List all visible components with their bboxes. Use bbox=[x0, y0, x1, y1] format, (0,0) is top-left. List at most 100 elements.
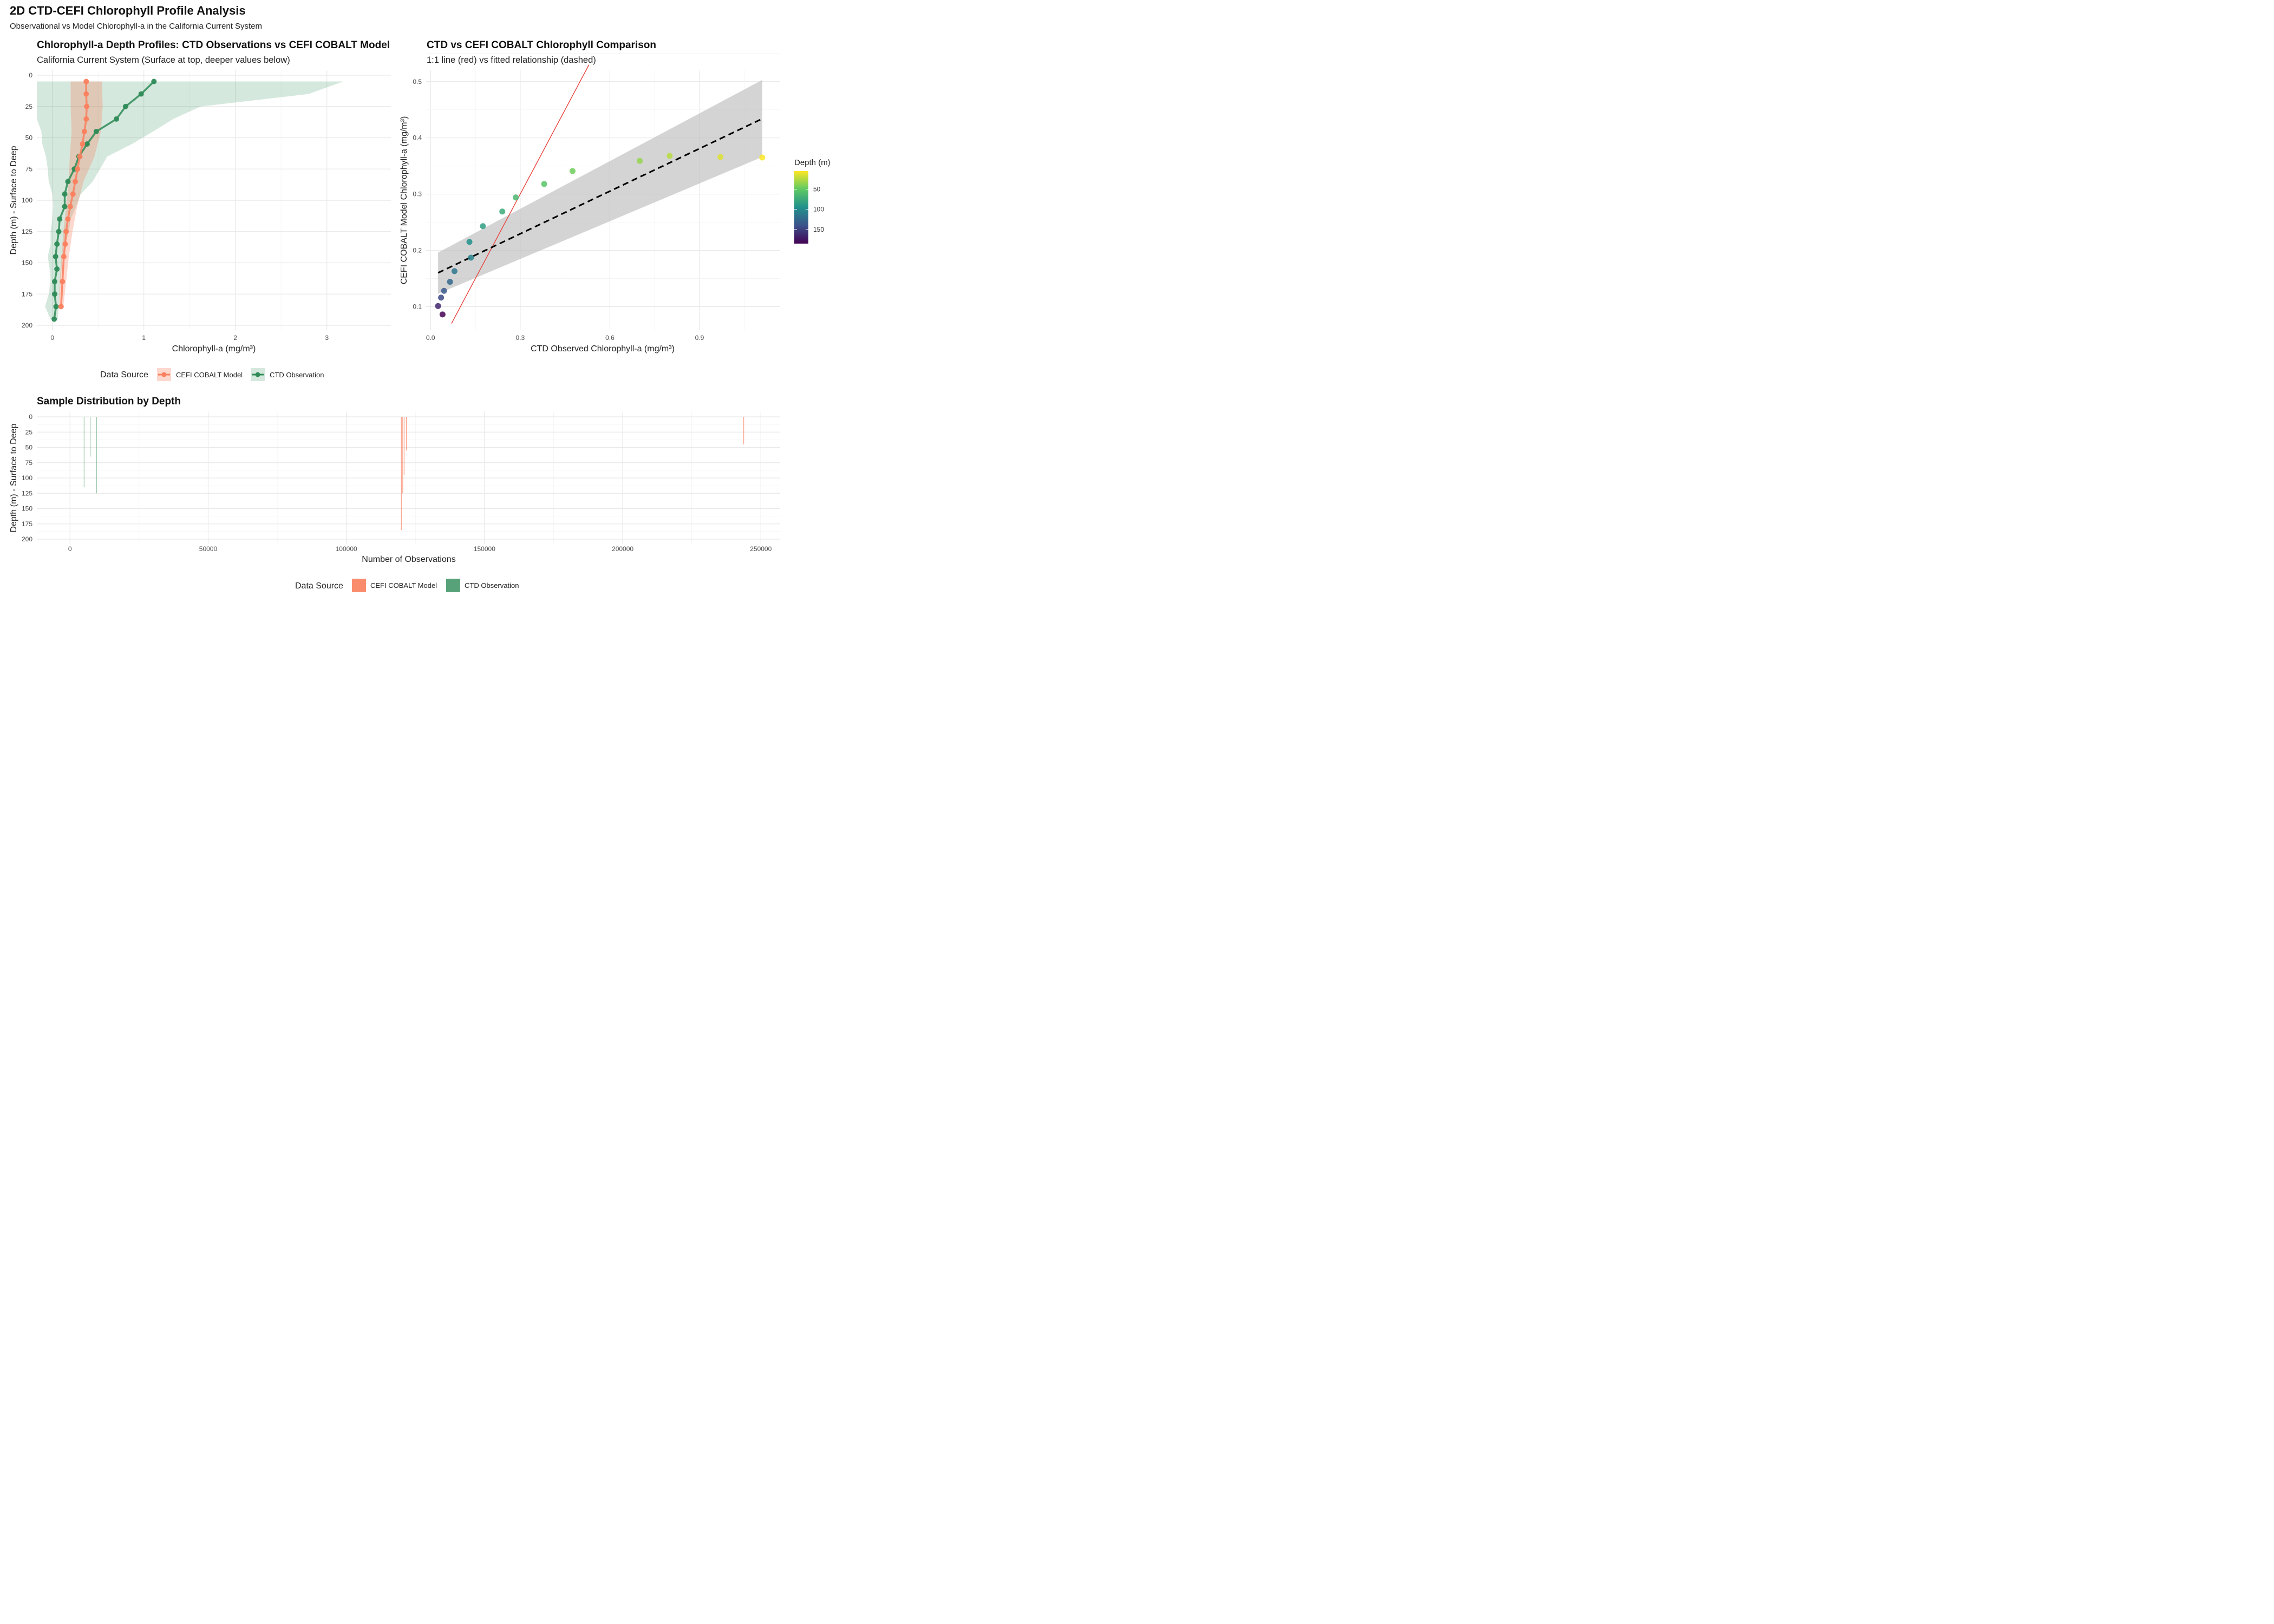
profile-y-tick-label: 175 bbox=[22, 290, 32, 298]
distribution-x-tick-label: 0 bbox=[68, 545, 72, 553]
ctd-profile-point bbox=[53, 253, 58, 259]
legend-label-ctd: CTD Observation bbox=[270, 371, 324, 379]
legend-label-model-dist: CEFI COBALT Model bbox=[370, 581, 437, 590]
distribution-x-tick-label: 250000 bbox=[750, 545, 772, 553]
profile-grid bbox=[37, 70, 391, 330]
profile-x-axis-label: Chlorophyll-a (mg/m³) bbox=[172, 344, 256, 353]
profile-y-tick-label: 75 bbox=[25, 165, 33, 173]
one-to-one-line bbox=[451, 64, 590, 324]
model-profile-point bbox=[62, 241, 68, 247]
scatter-point bbox=[451, 268, 458, 274]
profile-y-tick-label: 50 bbox=[25, 134, 33, 142]
profile-y-axis-label: Depth (m) - Surface to Deep bbox=[9, 146, 18, 254]
profile-x-tick-label: 3 bbox=[325, 334, 329, 342]
scatter-point bbox=[468, 254, 474, 261]
distribution-x-axis-label: Number of Observations bbox=[362, 555, 455, 564]
depth-colorbar: Depth (m) 50 100 150 bbox=[794, 158, 831, 244]
model-profile-point bbox=[80, 141, 86, 147]
ctd-profile-point bbox=[56, 228, 62, 234]
fit-confidence-band bbox=[438, 80, 762, 294]
distribution-y-tick-label: 50 bbox=[25, 444, 33, 451]
profile-y-tick-label: 125 bbox=[22, 228, 32, 235]
legend-key-model-point bbox=[161, 372, 167, 377]
model-profile-point bbox=[61, 253, 67, 259]
distribution-x-tick-label: 50000 bbox=[199, 545, 218, 553]
model-profile-point bbox=[60, 279, 66, 285]
distribution-tick-labels: 0 50000 100000 150000 200000 250000 0 25 50 75 100… bbox=[22, 413, 772, 553]
distribution-y-tick-label: 175 bbox=[22, 520, 32, 528]
scatter-title: CTD vs CEFI COBALT Chlorophyll Compariso… bbox=[427, 40, 656, 51]
profile-y-tick-label: 100 bbox=[22, 197, 32, 204]
depth-profile-panel: Chlorophyll-a Depth Profiles: CTD Observ… bbox=[9, 40, 391, 353]
scatter-points bbox=[435, 153, 766, 318]
scatter-point bbox=[717, 154, 724, 160]
model-profile-point bbox=[75, 166, 81, 172]
scatter-x-tick-label: 0.3 bbox=[516, 334, 525, 342]
distribution-x-tick-label: 200000 bbox=[612, 545, 633, 553]
ctd-profile-point bbox=[53, 304, 59, 310]
scatter-tick-labels: 0.0 0.3 0.6 0.9 0.1 0.2 0.3 0.4 0.5 bbox=[413, 78, 704, 342]
profile-x-tick-label: 2 bbox=[233, 334, 237, 342]
model-sample-bar bbox=[402, 417, 403, 494]
distribution-legend-title: Data Source bbox=[295, 581, 343, 591]
profile-subtitle: California Current System (Surface at to… bbox=[37, 55, 290, 65]
figure-title: 2D CTD-CEFI Chlorophyll Profile Analysis bbox=[10, 4, 246, 17]
distribution-x-tick-label: 100000 bbox=[336, 545, 357, 553]
figure: 2D CTD-CEFI Chlorophyll Profile Analysis… bbox=[9, 4, 831, 592]
model-profile-point bbox=[81, 128, 87, 134]
scatter-point bbox=[466, 239, 473, 245]
ctd-profile-point bbox=[114, 116, 120, 122]
scatter-point bbox=[541, 181, 547, 187]
profile-y-tick-label: 200 bbox=[22, 322, 32, 329]
scatter-y-tick-label: 0.3 bbox=[413, 191, 422, 198]
colorbar-tick-label: 50 bbox=[813, 186, 821, 193]
scatter-point bbox=[441, 287, 447, 294]
distribution-grid bbox=[37, 411, 780, 544]
distribution-y-tick-label: 25 bbox=[25, 428, 33, 436]
scatter-point bbox=[438, 294, 445, 301]
ctd-profile-point bbox=[62, 191, 68, 197]
ctd-profile-point bbox=[84, 141, 90, 147]
profile-legend-title: Data Source bbox=[100, 370, 148, 379]
ctd-profile-point bbox=[54, 266, 60, 272]
distribution-title: Sample Distribution by Depth bbox=[37, 396, 181, 407]
scatter-y-tick-label: 0.4 bbox=[413, 134, 422, 142]
ctd-profile-point bbox=[93, 128, 99, 134]
model-profile-point bbox=[77, 154, 83, 160]
scatter-point bbox=[513, 194, 519, 201]
profile-title: Chlorophyll-a Depth Profiles: CTD Observ… bbox=[37, 40, 390, 51]
scatter-point bbox=[666, 153, 673, 159]
distribution-y-tick-label: 75 bbox=[25, 459, 33, 467]
model-profile-point bbox=[83, 116, 89, 122]
scatter-point bbox=[439, 311, 446, 318]
scatter-x-tick-label: 0.0 bbox=[426, 334, 435, 342]
figure-subtitle: Observational vs Model Chlorophyll-a in … bbox=[10, 22, 262, 31]
model-profile-point bbox=[83, 91, 89, 97]
scatter-point bbox=[480, 223, 486, 230]
model-profile-point bbox=[70, 191, 76, 197]
colorbar-tick-label: 150 bbox=[813, 226, 824, 233]
profile-x-tick-label: 0 bbox=[50, 334, 54, 342]
scatter-x-tick-label: 0.9 bbox=[695, 334, 704, 342]
model-sample-bar bbox=[743, 417, 744, 444]
distribution-y-tick-label: 100 bbox=[22, 474, 32, 482]
ctd-profile-point bbox=[51, 279, 57, 285]
model-sample-bar bbox=[406, 417, 407, 451]
ctd-profile-point bbox=[151, 78, 157, 84]
scatter-point bbox=[499, 208, 506, 215]
scatter-reference-lines bbox=[437, 64, 763, 324]
ctd-profile-point bbox=[51, 291, 57, 297]
scatter-x-tick-label: 0.6 bbox=[605, 334, 615, 342]
distribution-y-tick-label: 125 bbox=[22, 489, 32, 497]
scatter-y-axis-label: CEFI COBALT Model Chlorophyll-a (mg/m³) bbox=[400, 116, 409, 285]
legend-swatch-model bbox=[352, 579, 366, 592]
fitted-trend-line bbox=[437, 117, 763, 274]
scatter-subtitle: 1:1 line (red) vs fitted relationship (d… bbox=[427, 55, 596, 65]
model-profile-point bbox=[67, 204, 73, 209]
scatter-point bbox=[569, 168, 576, 174]
fit-confidence-ribbon bbox=[438, 80, 762, 294]
ctd-profile-point bbox=[62, 204, 68, 209]
model-profile-point bbox=[65, 216, 71, 222]
legend-label-model: CEFI COBALT Model bbox=[176, 371, 243, 379]
model-profile-point bbox=[72, 179, 78, 185]
